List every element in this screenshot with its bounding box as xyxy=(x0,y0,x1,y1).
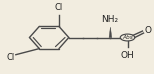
Polygon shape xyxy=(109,27,112,38)
Text: Cl: Cl xyxy=(55,3,63,12)
Text: Abs: Abs xyxy=(122,35,133,40)
Text: O: O xyxy=(145,26,152,35)
Text: OH: OH xyxy=(121,51,134,60)
Text: Cl: Cl xyxy=(7,53,15,62)
Text: NH₂: NH₂ xyxy=(101,15,118,24)
